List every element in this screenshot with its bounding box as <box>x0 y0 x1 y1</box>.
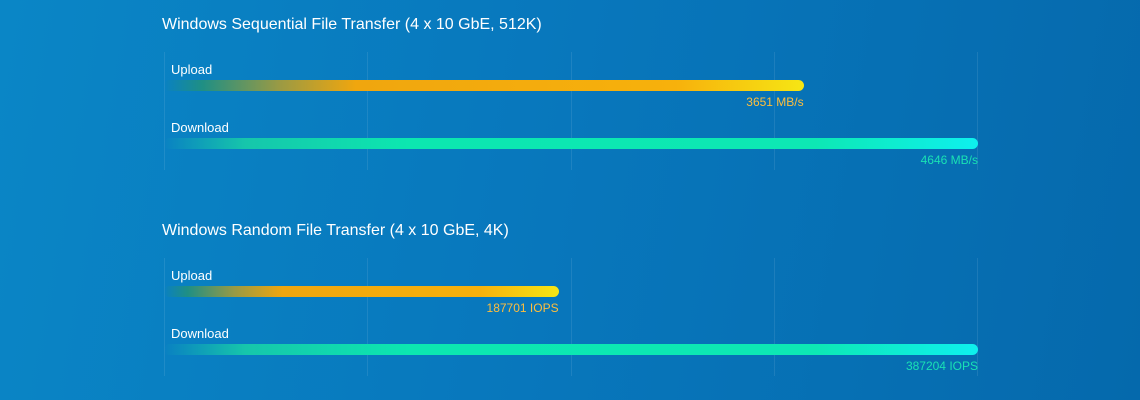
gridline <box>774 258 775 376</box>
upload-bar <box>164 286 559 297</box>
gridline <box>571 258 572 376</box>
upload-row: Upload 3651 MB/s <box>164 62 978 112</box>
upload-value-label: 187701 IOPS <box>486 301 559 315</box>
gridline <box>571 52 572 170</box>
gridline <box>977 258 978 376</box>
upload-row: Upload 187701 IOPS <box>164 268 978 318</box>
gridline <box>164 52 165 170</box>
chart-plot-area: Upload 3651 MB/s Download 4646 MB/s <box>164 52 978 170</box>
gridline <box>367 52 368 170</box>
upload-value-label: 3651 MB/s <box>746 95 804 109</box>
category-label-download: Download <box>171 120 229 135</box>
download-row: Download 387204 IOPS <box>164 326 978 376</box>
bar-track <box>164 286 978 297</box>
download-value-label: 4646 MB/s <box>920 153 978 167</box>
bar-track <box>164 80 978 91</box>
gridline <box>774 52 775 170</box>
download-row: Download 4646 MB/s <box>164 120 978 170</box>
category-label-upload: Upload <box>171 268 213 283</box>
gridline <box>367 258 368 376</box>
download-bar <box>164 138 978 149</box>
chart-title: Windows Random File Transfer (4 x 10 GbE… <box>162 222 509 239</box>
download-value-label: 387204 IOPS <box>905 359 978 373</box>
chart-title: Windows Sequential File Transfer (4 x 10… <box>162 16 542 33</box>
chart-plot-area: Upload 187701 IOPS Download 387204 IOPS <box>164 258 978 376</box>
bar-track <box>164 344 978 355</box>
gridline <box>977 52 978 170</box>
download-bar <box>164 344 978 355</box>
gridline <box>164 258 165 376</box>
category-label-download: Download <box>171 326 229 341</box>
bar-track <box>164 138 978 149</box>
category-label-upload: Upload <box>171 62 213 77</box>
upload-bar <box>164 80 804 91</box>
